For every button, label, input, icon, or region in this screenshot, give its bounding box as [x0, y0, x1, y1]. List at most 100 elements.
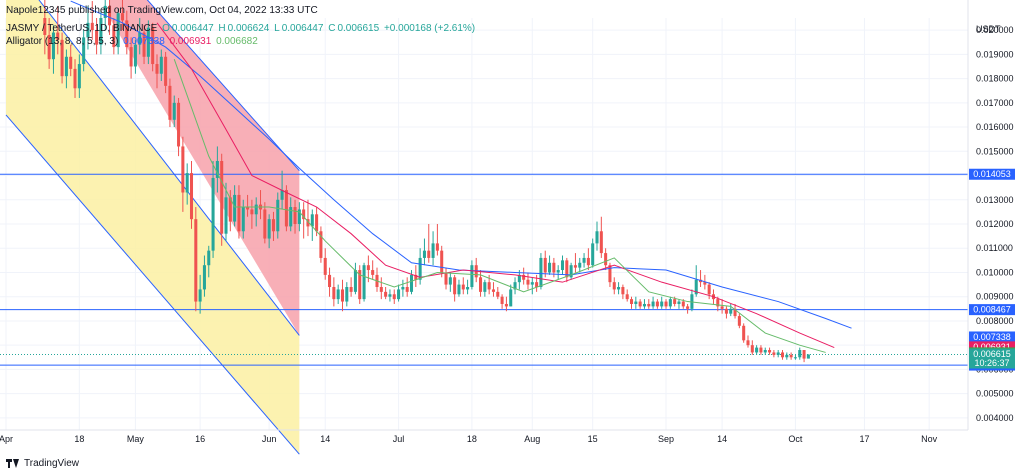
candle-body	[345, 287, 349, 302]
candle-body	[599, 231, 603, 254]
candle-body	[47, 34, 51, 60]
candle-body	[414, 274, 418, 280]
x-tick-label: 16	[195, 434, 205, 444]
candle-body	[427, 250, 431, 258]
candle-body	[565, 260, 569, 278]
alligator-indicator	[70, 0, 852, 353]
x-tick-label: Oct	[788, 434, 803, 444]
ohlc-high: 0.006624	[227, 23, 270, 34]
candle-body	[202, 265, 206, 290]
alligator-jaw-value: 0.007338	[123, 36, 165, 47]
candle-body	[181, 146, 185, 193]
channel-line	[146, 0, 300, 172]
candle-body	[466, 287, 470, 290]
candle-body	[362, 265, 366, 300]
candle-body	[733, 308, 737, 317]
alligator-jaw-line	[70, 0, 852, 329]
y-tick-label: 0.012000	[976, 219, 1014, 229]
candle-body	[435, 243, 439, 251]
candle-body	[479, 277, 483, 292]
candle-body	[539, 257, 543, 288]
candle-body	[405, 287, 409, 292]
candle-body	[806, 354, 810, 359]
candle-body	[798, 350, 802, 358]
yellow-channel	[6, 0, 300, 455]
candle-body	[504, 303, 508, 307]
candle-body	[647, 303, 651, 307]
tradingview-logo-icon	[6, 459, 20, 468]
candle-body	[120, 13, 124, 21]
candle-body	[526, 279, 530, 285]
candle-body	[621, 287, 625, 295]
candle-body	[513, 282, 517, 290]
candle-body	[340, 289, 345, 302]
y-tick-label: 0.018000	[976, 74, 1014, 84]
x-tick-label: Jun	[262, 434, 277, 444]
candle-body	[612, 282, 616, 290]
price-tag	[969, 168, 1015, 180]
symbol-label[interactable]: JASMY / TetherUS, 1D, BINANCE	[6, 23, 158, 34]
candle-body	[155, 64, 159, 74]
candle-body	[569, 265, 573, 278]
alligator-label[interactable]: Alligator (13, 8, 8, 5, 5, 3)	[6, 36, 119, 47]
candle-body	[306, 219, 310, 227]
candle-body	[177, 102, 181, 147]
candle-body	[763, 350, 767, 353]
price-tag	[969, 331, 1015, 343]
candle-body	[556, 270, 560, 273]
candle-body	[461, 284, 465, 290]
y-tick-label: 0.009000	[976, 292, 1014, 302]
candle-body	[681, 301, 685, 307]
y-tick-label: 0.008000	[976, 316, 1014, 326]
y-tick-label: 0.011000	[976, 243, 1013, 253]
candle-body	[159, 56, 163, 74]
candle-body	[642, 303, 646, 307]
price-tag	[969, 304, 1015, 316]
x-tick-label: 14	[717, 434, 727, 444]
candle-body	[746, 340, 750, 346]
candle-body	[560, 260, 565, 271]
candle-body	[250, 209, 254, 215]
candle-body	[673, 299, 677, 304]
candle-body	[116, 13, 120, 48]
x-tick-label: Jul	[393, 434, 405, 444]
candle-body	[280, 190, 284, 200]
candle-body	[392, 294, 396, 300]
candle-body	[776, 352, 780, 355]
candle-body	[224, 197, 228, 234]
x-tick-label: Apr	[0, 434, 13, 444]
candle-body	[302, 209, 306, 220]
candle-body	[530, 282, 534, 285]
candle-body	[802, 350, 806, 359]
candle-body	[789, 354, 793, 358]
x-tick-label: 14	[320, 434, 330, 444]
candle-body	[379, 287, 383, 292]
candle-body	[241, 207, 245, 232]
horizontal-lines[interactable]	[0, 173, 968, 366]
candle-body	[491, 289, 495, 292]
candle-body	[586, 257, 590, 266]
candle-body	[90, 22, 94, 31]
candle-body	[483, 282, 487, 292]
candle-body	[724, 308, 728, 314]
brand[interactable]: TradingView	[6, 458, 79, 469]
ohlc-low: 0.006447	[281, 23, 324, 34]
candle-body	[315, 214, 319, 232]
candle-body	[51, 32, 55, 60]
candle-body	[582, 257, 586, 263]
candle-body	[60, 39, 64, 77]
candle-body	[694, 279, 698, 295]
x-tick-label: 18	[74, 434, 84, 444]
candle-body	[319, 231, 323, 258]
candle-body	[276, 199, 280, 232]
y-axis[interactable]: 0.020000 0.019000 0.018000 0.017000 0.016000…	[967, 0, 1014, 430]
candle-body	[99, 18, 103, 45]
candle-body	[207, 250, 211, 266]
candle-body	[284, 190, 288, 227]
candle-body	[358, 270, 362, 300]
candle-body	[112, 25, 116, 48]
candle-body	[194, 219, 198, 302]
x-axis[interactable]: Apr 18 May 16 Jun 14 Jul 18 Aug 15 Sep 14 Oct 17 Nov	[0, 429, 968, 444]
candle-body	[759, 347, 763, 353]
